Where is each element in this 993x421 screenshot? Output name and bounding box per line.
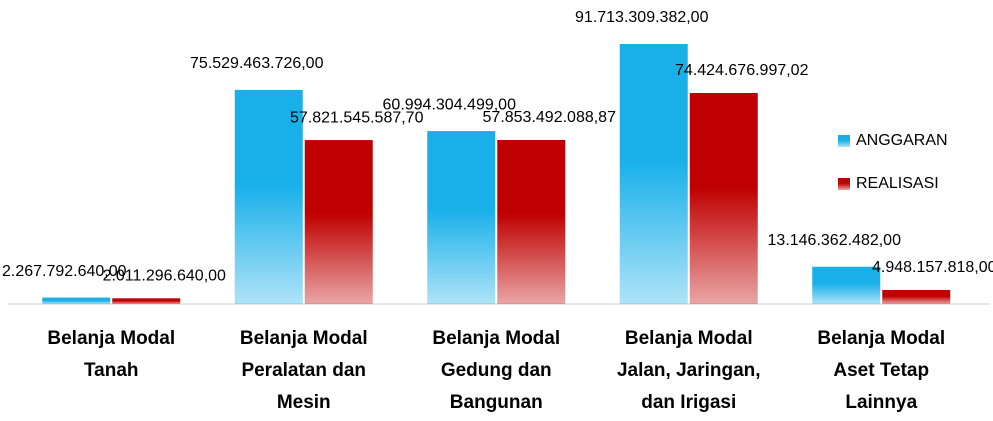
bar [812, 266, 881, 304]
bar [689, 93, 758, 305]
data-label: 57.853.492.088,87 [483, 109, 617, 126]
legend-label: ANGGARAN [856, 132, 948, 149]
bar [42, 297, 111, 304]
data-label: 91.713.309.382,00 [575, 9, 709, 26]
data-label: 57.821.545.587,70 [290, 109, 424, 126]
data-label: 74.424.676.997,02 [675, 62, 809, 79]
data-label: 75.529.463.726,00 [190, 55, 324, 72]
legend-label: REALISASI [856, 175, 939, 192]
bar [427, 131, 496, 304]
x-tick-label: Belanja Modal Gedung dan Bangunan [432, 328, 561, 413]
legend-swatch [838, 178, 850, 190]
x-tick-label: Belanja Modal Tanah [47, 328, 176, 381]
x-tick-label: Belanja Modal Peralatan dan Mesin [239, 328, 368, 413]
bar [882, 289, 951, 304]
data-label: 13.146.362.482,00 [768, 232, 902, 249]
legend-swatch [838, 135, 850, 147]
bar [304, 140, 373, 304]
x-tick-label: Belanja Modal Jalan, Jaringan, dan Iriga… [616, 328, 761, 413]
bar [497, 139, 566, 304]
data-label: 4.948.157.818,00 [872, 259, 993, 276]
x-tick-label: Belanja Modal Aset Tetap Lainnya [817, 328, 946, 413]
bar [619, 44, 688, 304]
data-label: 60.994.304.499,00 [383, 96, 517, 113]
data-label: 2.011.296.640,00 [103, 268, 226, 285]
bar [112, 298, 181, 304]
data-label: 2.267.792.640,00 [2, 263, 127, 280]
bar [234, 89, 303, 304]
